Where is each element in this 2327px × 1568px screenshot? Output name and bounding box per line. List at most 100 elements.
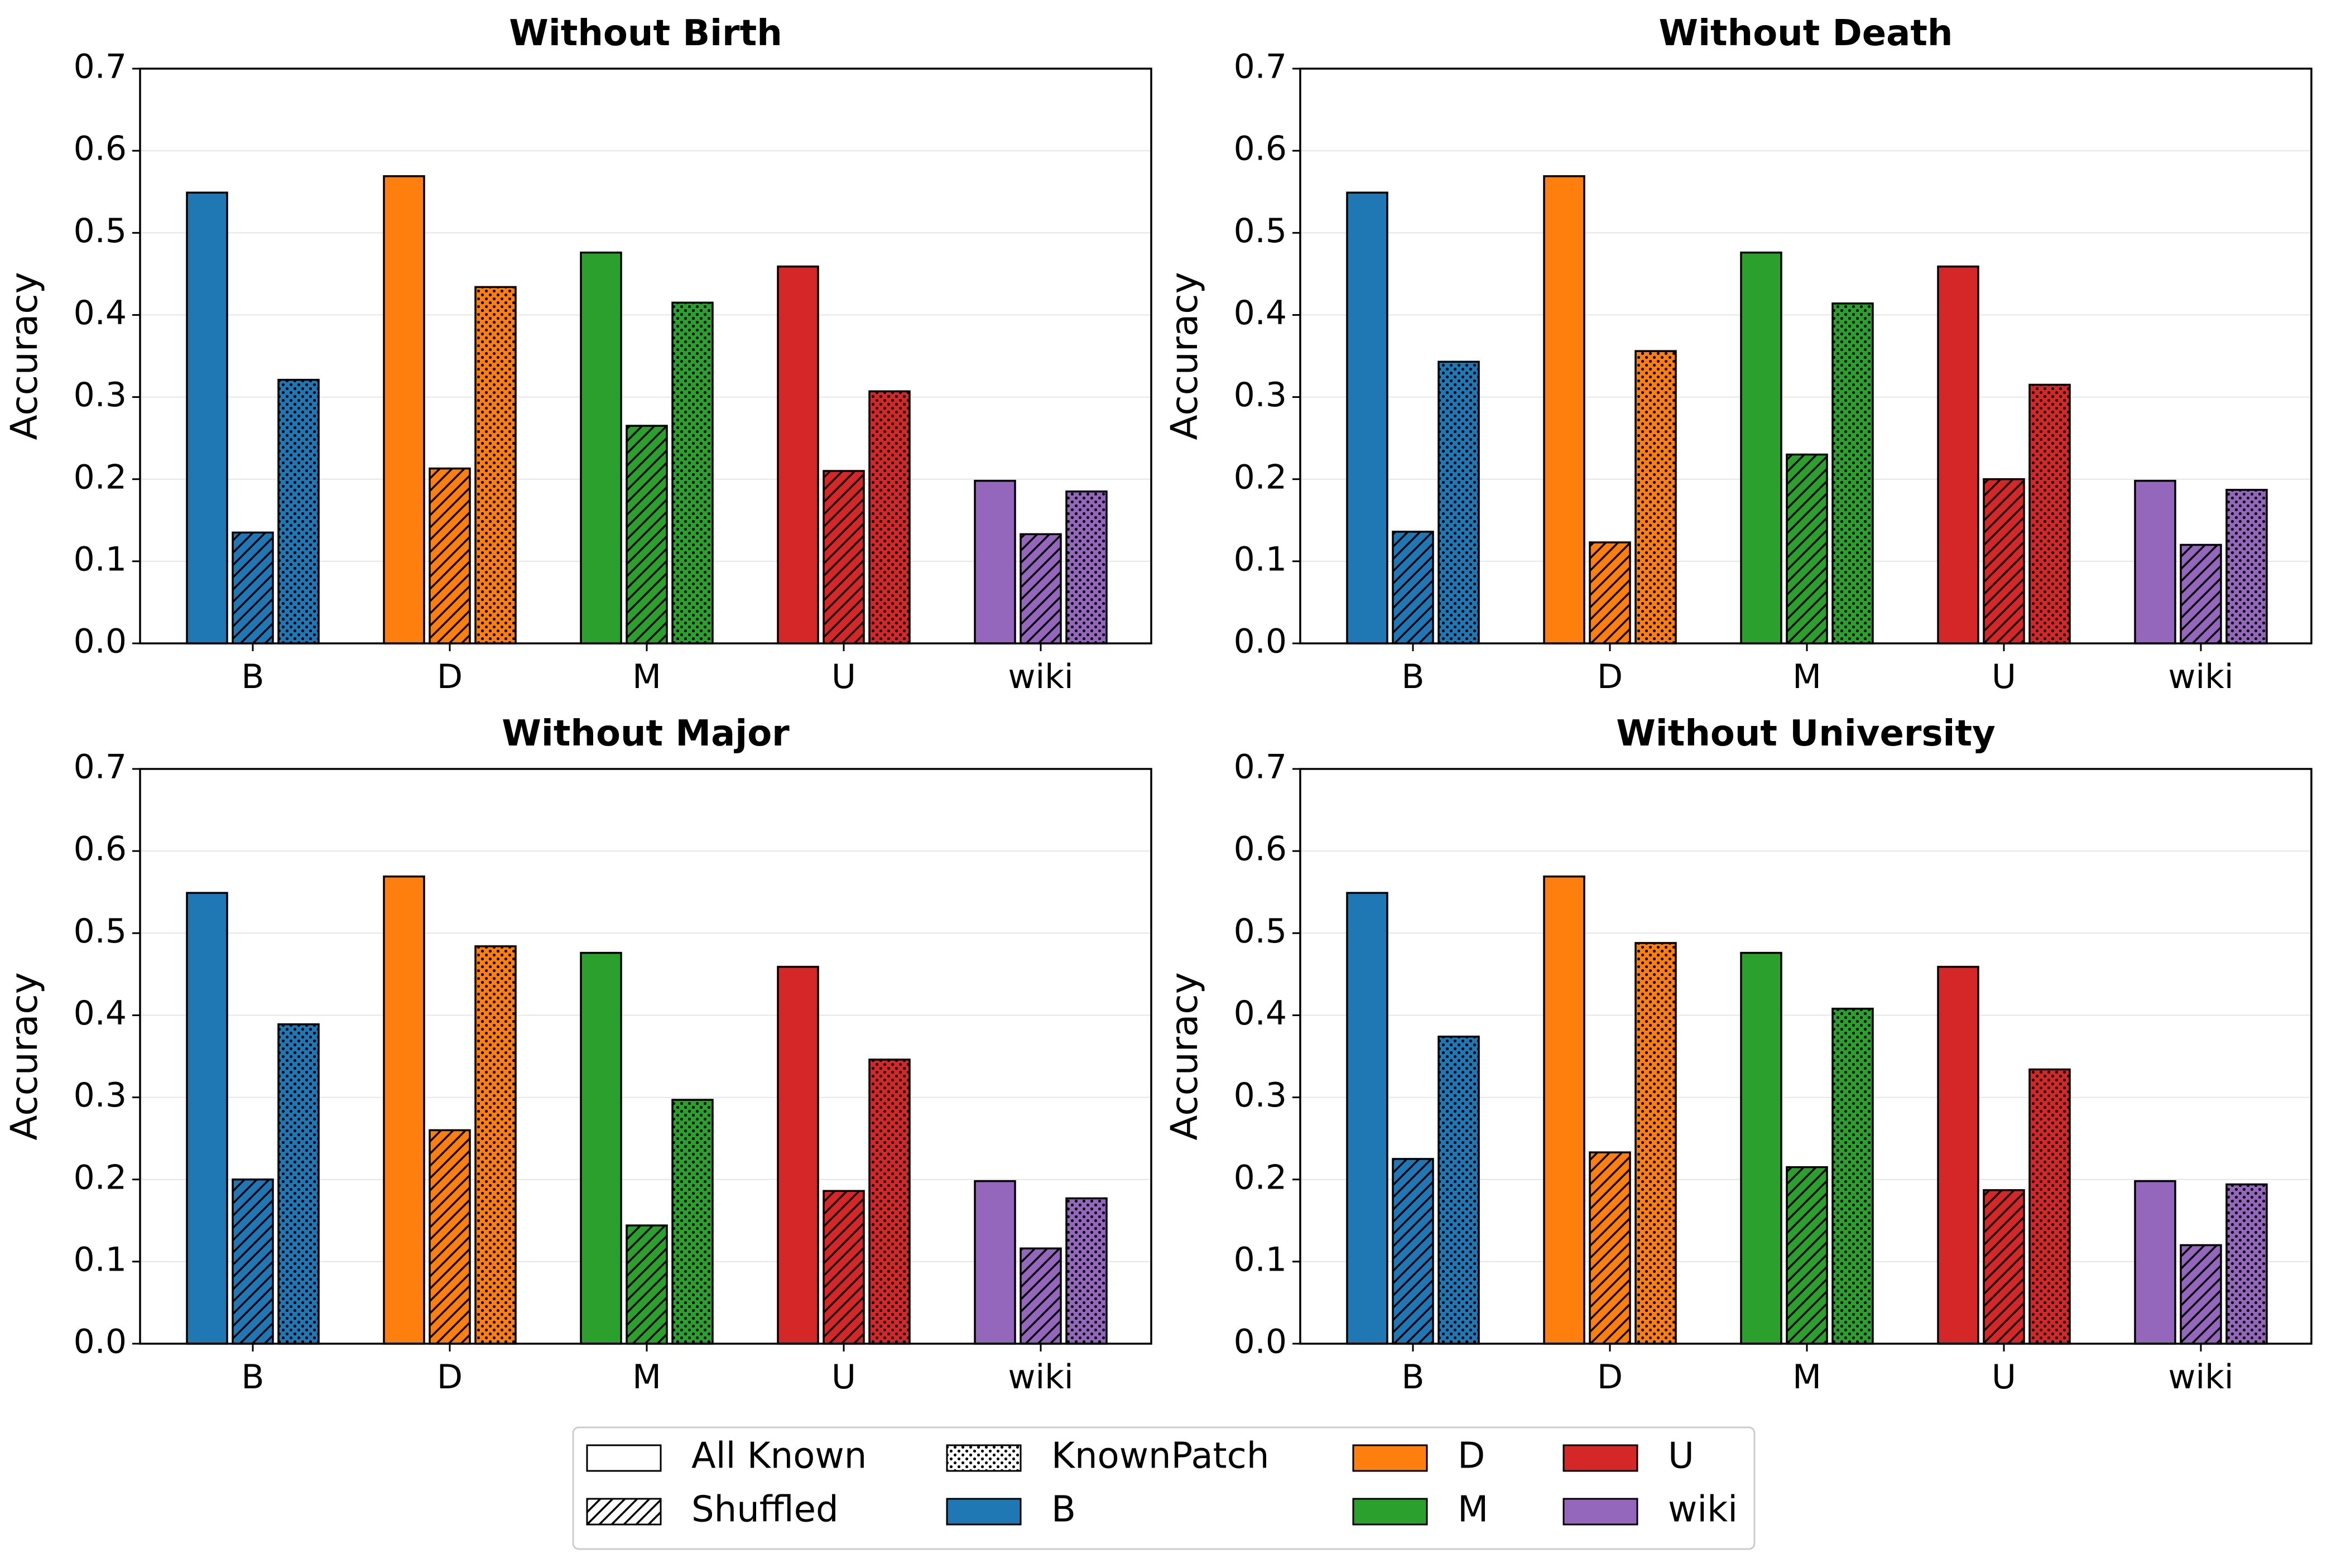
y-tick-label: 0.2 (74, 458, 127, 497)
legend-swatch-wiki (1562, 1498, 1638, 1526)
chart-title: Without Major (502, 713, 790, 754)
y-tick-label: 0.4 (74, 994, 127, 1033)
axes-frame (1299, 68, 2312, 644)
axes-frame (1299, 768, 2312, 1345)
legend-label-m: M (1458, 1489, 1488, 1531)
bar-wiki-shuffled-hatch (2181, 545, 2221, 643)
legend-label-wiki: wiki (1668, 1489, 1738, 1531)
x-tick-label: wiki (2168, 657, 2233, 696)
bar-d-all-known (384, 876, 424, 1344)
y-tick-label: 0.2 (1234, 458, 1287, 497)
bar-u-shuffled-hatch (1984, 1190, 2024, 1344)
y-tick-label: 0.7 (1234, 47, 1287, 86)
bar-b-knownpatch-dots (1439, 1036, 1479, 1344)
y-axis-label: Accuracy (1163, 272, 1206, 440)
chart-title: Without Birth (509, 13, 782, 54)
x-tick-label: U (1992, 1358, 2016, 1397)
bar-wiki-all-known (975, 1181, 1015, 1344)
bar-b-shuffled-hatch (1393, 531, 1433, 643)
bar-b-knownpatch-dots (1439, 362, 1479, 643)
x-tick-label: D (1597, 1358, 1623, 1397)
bar-u-all-known (778, 966, 818, 1344)
bar-d-knownpatch-dots (1636, 351, 1676, 643)
legend-swatch-all-known-outline (586, 1444, 662, 1472)
bar-u-shuffled-hatch (1984, 479, 2024, 643)
x-tick-label: wiki (2168, 1358, 2233, 1397)
x-tick-label: M (632, 1358, 661, 1397)
bar-b-all-known (1347, 893, 1387, 1344)
bar-m-all-known (1741, 953, 1781, 1344)
x-tick-label: B (241, 1358, 264, 1397)
bar-d-knownpatch-dots (475, 287, 516, 643)
legend-label-u: U (1668, 1436, 1694, 1477)
x-tick-label: M (1792, 1358, 1821, 1397)
y-tick-label: 0.4 (1234, 994, 1287, 1033)
bar-m-shuffled-hatch (627, 426, 667, 643)
bar-d-knownpatch-dots (1636, 942, 1676, 1344)
y-tick-label: 0.5 (1234, 912, 1287, 951)
bar-b-knownpatch-dots (278, 1024, 319, 1344)
y-tick-label: 0.6 (1234, 129, 1287, 169)
y-tick-label: 0.1 (74, 540, 127, 579)
y-tick-label: 0.4 (1234, 294, 1287, 333)
legend-swatch-d (1352, 1444, 1428, 1472)
bar-b-shuffled-hatch (1393, 1158, 1433, 1344)
bar-m-all-known (581, 252, 621, 644)
bar-d-shuffled-hatch (1590, 542, 1630, 643)
bar-d-knownpatch-dots (475, 946, 516, 1344)
bar-wiki-all-known (2135, 1181, 2175, 1344)
y-tick-label: 0.7 (74, 748, 127, 787)
bar-u-knownpatch-dots (869, 391, 910, 643)
legend-swatch-u (1562, 1444, 1638, 1472)
bar-m-all-known (1741, 252, 1781, 644)
bar-u-knownpatch-dots (2030, 1069, 2070, 1344)
bar-b-knownpatch-dots (278, 379, 319, 643)
y-tick-label: 0.2 (74, 1158, 127, 1197)
x-tick-label: U (831, 1358, 856, 1397)
legend-swatch-shuffled-outline (586, 1498, 662, 1526)
bar-wiki-all-known (2135, 480, 2175, 643)
chart-title: Without University (1616, 713, 1996, 754)
bar-b-shuffled-hatch (233, 1179, 273, 1344)
bar-m-knownpatch-dots (1833, 1008, 1873, 1344)
bar-u-knownpatch-dots (869, 1059, 910, 1344)
x-tick-label: M (1792, 657, 1821, 696)
bar-d-all-known (1544, 876, 1584, 1344)
y-tick-label: 0.0 (74, 622, 127, 661)
bar-m-shuffled-hatch (1787, 454, 1827, 643)
bar-d-all-known (384, 176, 424, 643)
x-tick-label: B (241, 657, 264, 696)
x-tick-label: D (1597, 657, 1623, 696)
x-tick-label: U (831, 657, 856, 696)
bar-m-all-known (581, 953, 621, 1344)
bar-b-all-known (187, 893, 227, 1344)
y-tick-label: 0.5 (74, 211, 127, 251)
legend-label-b: B (1051, 1489, 1076, 1531)
x-tick-label: wiki (1008, 657, 1073, 696)
bar-u-all-known (1938, 966, 1978, 1344)
x-tick-label: U (1992, 657, 2016, 696)
y-axis-label: Accuracy (3, 272, 46, 440)
y-axis-label: Accuracy (3, 972, 46, 1140)
legend-swatch-all-known (587, 1445, 661, 1471)
y-tick-label: 0.6 (74, 830, 127, 869)
bar-d-shuffled-hatch (1590, 1152, 1630, 1344)
x-tick-label: D (437, 657, 463, 696)
y-tick-label: 0.6 (1234, 830, 1287, 869)
bar-wiki-shuffled-hatch (1021, 1248, 1061, 1344)
bar-b-shuffled-hatch (233, 532, 273, 643)
x-tick-label: M (632, 657, 661, 696)
bar-wiki-all-known (975, 480, 1015, 643)
y-tick-label: 0.6 (74, 129, 127, 169)
axes-frame (139, 768, 1152, 1345)
bar-wiki-knownpatch-dots (2227, 489, 2267, 643)
y-axis-label: Accuracy (1163, 972, 1206, 1140)
y-tick-label: 0.0 (74, 1322, 127, 1362)
x-tick-label: wiki (1008, 1358, 1073, 1397)
y-tick-label: 0.3 (74, 376, 127, 415)
legend-frame (572, 1426, 1756, 1550)
axes-frame (139, 68, 1152, 644)
bar-wiki-shuffled-hatch (1021, 534, 1061, 643)
